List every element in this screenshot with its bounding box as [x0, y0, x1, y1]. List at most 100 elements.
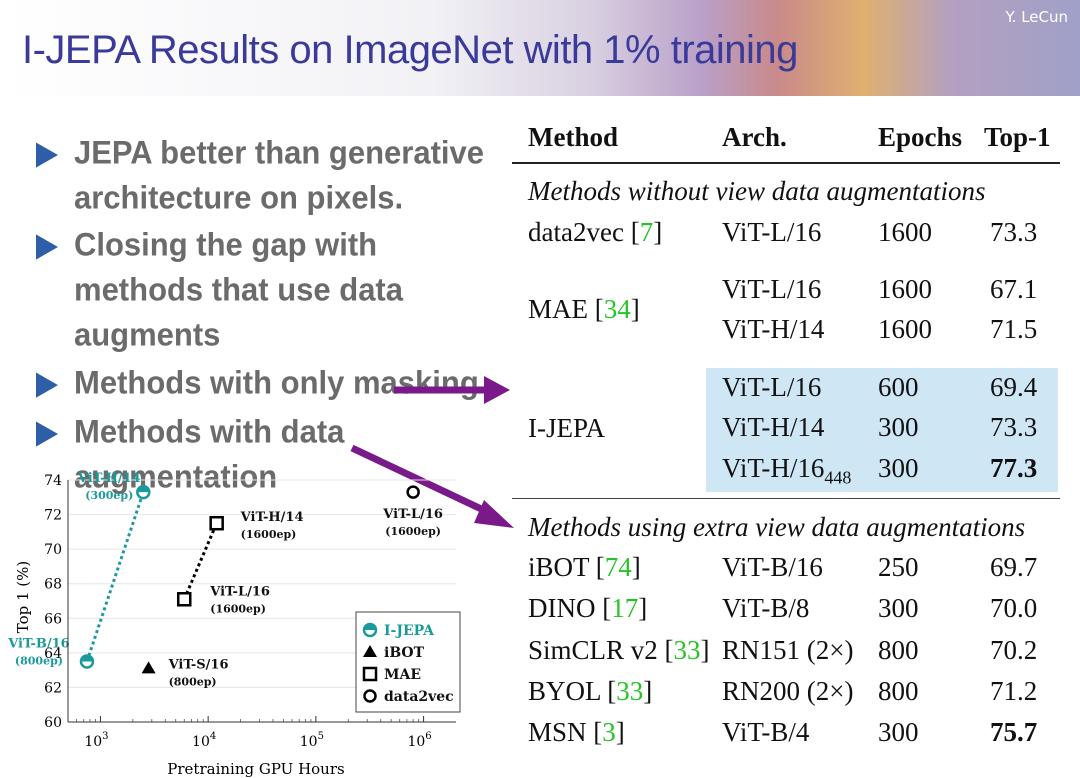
- table-cell: ViT-H/16448: [722, 453, 852, 488]
- table-cell: ViT-B/4: [722, 717, 810, 747]
- y-tick-label: 62: [44, 680, 62, 696]
- col-arch: Arch.: [722, 122, 787, 152]
- table-cell: ViT-B/16: [722, 552, 823, 582]
- table-cell: RN151 (2×): [722, 635, 854, 665]
- table-cell: 1600: [878, 274, 932, 304]
- legend-marker-ibot: [363, 645, 377, 657]
- point-sublabel: (800ep): [169, 675, 217, 688]
- bullet-text: Methods with only masking: [74, 364, 479, 401]
- table-row-method: BYOL [33]: [528, 676, 653, 706]
- point-label: ViT-L/16: [382, 507, 443, 522]
- triangle-bullet-icon: [36, 142, 58, 168]
- data-point-i-jepa: [136, 484, 151, 500]
- bullet-text: Methods with data augmentation: [74, 413, 345, 495]
- table-row-method: iBOT [74]: [528, 552, 641, 582]
- table-cell: 71.2: [990, 676, 1038, 706]
- point-sublabel: (1600ep): [385, 525, 441, 538]
- bullet-item: Closing the gap with methods that use da…: [36, 222, 506, 357]
- legend-label: iBOT: [384, 645, 425, 661]
- table-row-method: data2vec [7]: [528, 217, 663, 247]
- legend-marker-i-jepa: [362, 622, 378, 638]
- section-with-aug: Methods using extra view data augmentati…: [528, 512, 1026, 542]
- triangle-bullet-icon: [36, 234, 58, 260]
- table-header: Method Arch. Epochs Top-1: [512, 112, 1060, 164]
- legend-marker-data2vec: [363, 689, 377, 703]
- y-axis-label: Top 1 (%): [14, 561, 32, 634]
- table-cell: ViT-L/16: [722, 217, 822, 247]
- col-top1: Top-1: [984, 122, 1051, 152]
- table-cell: 1600: [878, 314, 932, 344]
- table-cell: 600: [878, 372, 919, 402]
- data-point-i-jepa: [79, 654, 95, 669]
- slide-header: I-JEPA Results on ImageNet with 1% train…: [0, 0, 1080, 96]
- bullet-text: Closing the gap with methods that use da…: [74, 225, 403, 354]
- table-cell: ViT-H/14: [722, 412, 825, 442]
- table-cell: 800: [878, 676, 919, 706]
- table-row-method: SimCLR v2 [33]: [528, 635, 710, 665]
- bullet-item: JEPA better than generative architecture…: [36, 130, 506, 220]
- data-point-data2vec: [406, 485, 420, 499]
- table-cell: 73.3: [990, 217, 1038, 247]
- table-cell: ViT-L/16: [722, 274, 822, 304]
- table-cell: 300: [878, 717, 919, 747]
- legend-label: data2vec: [384, 689, 454, 705]
- gpu-hours-chart: 60 62 64 66 68 70 72 74 103 104 105 106 ViT-B/16 (8…: [7, 471, 461, 778]
- data-point-ibot: [141, 661, 156, 674]
- table-cell: 73.3: [990, 412, 1038, 442]
- ijepa-highlight: [706, 368, 1058, 492]
- y-tick-label: 60: [44, 715, 62, 731]
- table-cell: 300: [878, 453, 919, 483]
- table-cell: 250: [878, 552, 919, 582]
- point-label: ViT-H/14: [77, 471, 141, 486]
- legend-marker-mae: [362, 666, 378, 682]
- series-line-i-jepa: [85, 491, 145, 662]
- table-cell: RN200 (2×): [722, 676, 854, 706]
- table-cell-best: 75.7: [990, 717, 1038, 747]
- point-label: ViT-S/16: [168, 657, 229, 672]
- point-sublabel: (300ep): [85, 489, 133, 502]
- point-sublabel: (1600ep): [241, 528, 297, 541]
- table-cell: 69.7: [990, 552, 1038, 582]
- table-cell: 70.0: [990, 593, 1038, 623]
- point-label: ViT-B/16: [7, 637, 70, 652]
- point-sublabel: (1600ep): [210, 602, 266, 615]
- triangle-bullet-icon: [36, 421, 58, 447]
- y-tick-label: 74: [44, 473, 62, 489]
- chart-legend: I-JEPA iBOT MAE data2vec: [355, 611, 461, 713]
- bullet-item: Methods with data augmentation: [36, 409, 506, 499]
- table-cell: 800: [878, 635, 919, 665]
- data-point-mae: [209, 515, 224, 531]
- x-tick-label: 103: [84, 731, 108, 750]
- point-label: ViT-L/16: [209, 584, 270, 599]
- bullet-text: JEPA better than generative architecture…: [74, 134, 485, 216]
- y-tick-label: 68: [44, 577, 62, 593]
- bullet-list: JEPA better than generative architecture…: [36, 132, 506, 504]
- x-tick-label: 104: [192, 731, 216, 750]
- y-tick-label: 66: [44, 611, 62, 627]
- table-cell: 67.1: [990, 274, 1038, 304]
- x-tick-label: 106: [407, 731, 431, 750]
- table-row-method: MAE [34]: [528, 294, 640, 324]
- y-tick-label: 64: [44, 646, 62, 662]
- table-cell: 71.5: [990, 314, 1038, 344]
- x-tick-labels: 103 104 105 106: [84, 731, 431, 750]
- table-cell: 70.2: [990, 635, 1038, 665]
- section-divider: [512, 498, 1060, 499]
- table-row-method: I-JEPA: [528, 413, 606, 443]
- section-without-aug: Methods without view data augmentations: [528, 176, 986, 206]
- triangle-bullet-icon: [36, 372, 58, 398]
- data-points: [79, 484, 420, 674]
- legend-label: MAE: [384, 667, 421, 683]
- x-tick-label: 105: [300, 731, 324, 750]
- table-cell: ViT-L/16: [722, 372, 822, 402]
- series-line-mae: [182, 522, 219, 600]
- table-row-method: MSN [3]: [528, 717, 625, 747]
- table-cell-best: 77.3: [990, 453, 1038, 483]
- slide-title: I-JEPA Results on ImageNet with 1% train…: [22, 28, 798, 72]
- table-cell: ViT-H/14: [722, 314, 825, 344]
- y-tick-labels: 60 62 64 66 68 70 72 74: [44, 473, 62, 731]
- marker-half: [137, 486, 150, 493]
- table-cell: 1600: [878, 217, 932, 247]
- col-epochs: Epochs: [878, 122, 963, 152]
- col-method: Method: [528, 122, 618, 152]
